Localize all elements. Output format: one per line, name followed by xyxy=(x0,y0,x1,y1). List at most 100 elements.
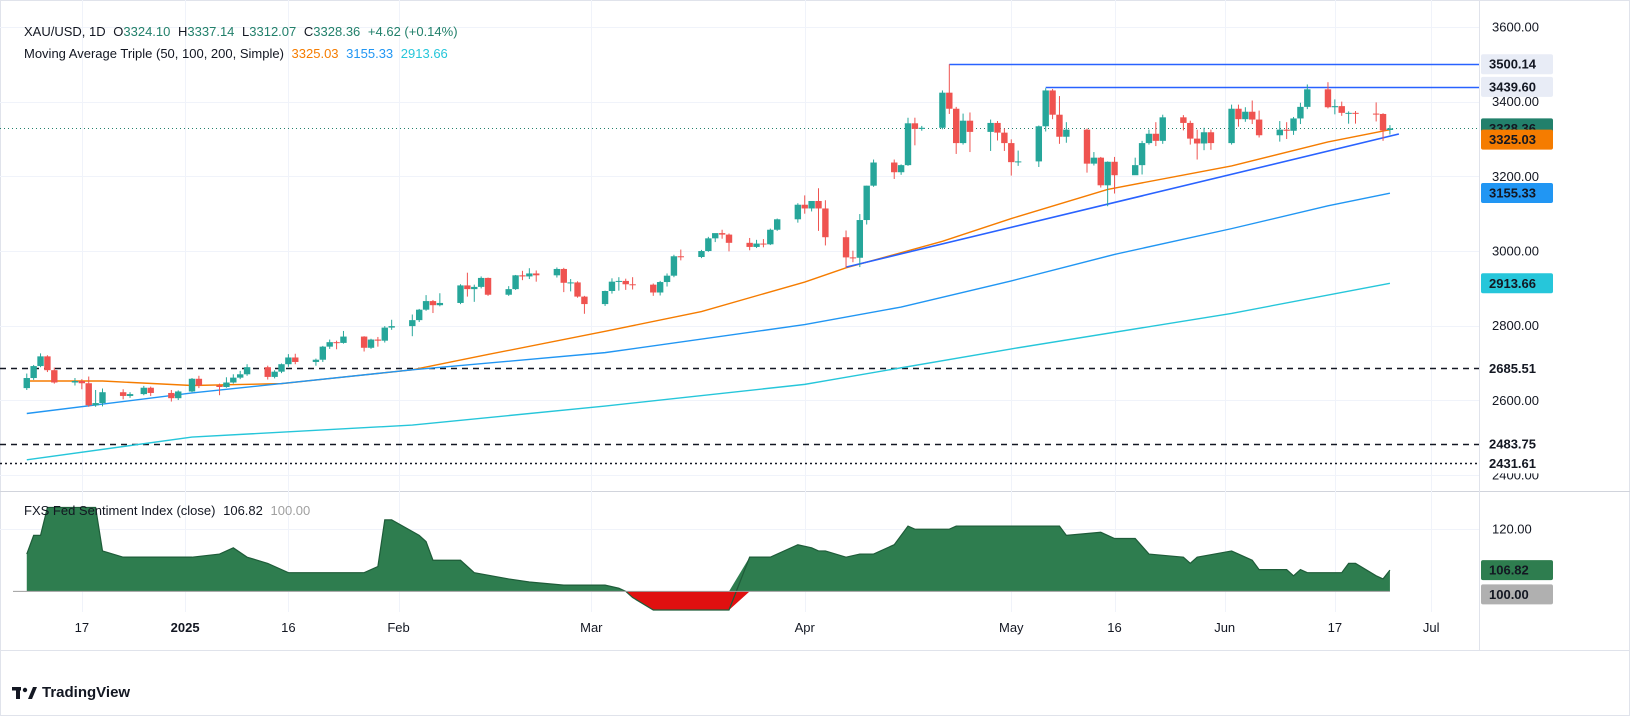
candle-body xyxy=(78,381,86,384)
candle xyxy=(319,345,327,362)
candle-body xyxy=(1001,132,1008,144)
candle-body xyxy=(760,243,767,245)
indicator-last-label: 106.82 xyxy=(1481,560,1553,581)
level-label-text: 3500.14 xyxy=(1489,57,1537,72)
sentiment-area xyxy=(13,506,1391,611)
candle xyxy=(333,340,340,350)
candle-body xyxy=(1104,161,1111,186)
price-label-ma100-text: 3155.33 xyxy=(1489,186,1536,201)
candle xyxy=(1345,111,1352,124)
candle xyxy=(30,364,37,380)
candle xyxy=(223,377,230,388)
ma200-value: 2913.66 xyxy=(400,46,448,61)
candle-body xyxy=(30,366,37,379)
candle xyxy=(1331,99,1339,115)
candle-body xyxy=(477,277,485,287)
candle xyxy=(615,277,623,291)
candle-body xyxy=(409,320,416,327)
candle xyxy=(773,218,781,231)
candle xyxy=(808,200,815,212)
candle-body xyxy=(436,302,444,306)
candle-body xyxy=(815,200,822,209)
candle-body xyxy=(842,237,850,258)
candle-body xyxy=(374,339,382,341)
level-label-text: 2483.75 xyxy=(1489,436,1536,451)
price-label-ma50-bg xyxy=(1481,129,1553,150)
candle-body xyxy=(1090,157,1098,164)
candle-body xyxy=(939,92,946,128)
candle-body xyxy=(526,273,533,277)
candle xyxy=(1187,120,1194,145)
candle xyxy=(760,239,767,248)
indicator-value: 106.82 xyxy=(223,503,263,518)
candle-body xyxy=(1352,112,1359,114)
candle xyxy=(705,236,712,252)
candle-body xyxy=(629,284,636,286)
candle-body xyxy=(340,336,347,343)
candle xyxy=(512,274,519,290)
candle xyxy=(1352,110,1359,124)
candle xyxy=(1104,161,1111,207)
candle xyxy=(1249,100,1256,125)
brand-name: TradingView xyxy=(42,684,131,701)
candle xyxy=(533,270,540,282)
candle xyxy=(175,390,182,401)
candle xyxy=(126,392,134,398)
level-label-text: 2431.61 xyxy=(1489,456,1536,471)
candle xyxy=(1008,139,1015,176)
candle-body xyxy=(168,392,175,399)
level-label: 2685.51 xyxy=(1481,358,1553,379)
candle-body xyxy=(1297,106,1304,119)
candle-body xyxy=(1345,112,1352,114)
tradingview-brand[interactable]: TradingView xyxy=(12,684,130,701)
level-label-bg xyxy=(1481,433,1553,454)
candle-body xyxy=(663,275,671,283)
candle xyxy=(1042,88,1049,132)
candle xyxy=(71,378,79,386)
sentiment-negative-fill xyxy=(26,591,1390,610)
candle-body xyxy=(822,208,829,238)
ma-title[interactable]: Moving Average Triple (50, 100, 200, Sim… xyxy=(24,46,284,61)
candle xyxy=(140,385,148,396)
candle xyxy=(367,338,375,349)
candle-body xyxy=(670,256,678,276)
candle xyxy=(670,254,678,278)
candle xyxy=(939,90,946,130)
indicator-title[interactable]: FXS Fed Sentiment Index (close) xyxy=(24,503,216,518)
price-label-ma100-bg xyxy=(1481,183,1553,204)
candle xyxy=(271,370,278,379)
candle xyxy=(650,283,657,296)
time-tick-label: 17 xyxy=(75,620,89,635)
candle xyxy=(51,367,58,384)
candle xyxy=(1297,102,1304,125)
candle-body xyxy=(292,357,299,362)
time-tick-label: 17 xyxy=(1328,620,1342,635)
candle xyxy=(519,270,526,281)
candle-body xyxy=(1290,118,1297,131)
candle-body xyxy=(1207,132,1215,144)
candle xyxy=(1193,129,1201,160)
candle xyxy=(1338,101,1345,116)
candle-body xyxy=(126,394,134,396)
level-label-bg xyxy=(1481,76,1553,97)
candle-body xyxy=(484,277,492,295)
price-label-ma200: 2913.66 xyxy=(1481,273,1553,294)
candle-body xyxy=(1083,129,1091,164)
candle-body xyxy=(1049,90,1056,115)
candle-body xyxy=(773,219,781,230)
candle xyxy=(946,64,953,114)
candle-body xyxy=(1097,157,1104,186)
candle-body xyxy=(195,378,203,386)
candle xyxy=(663,273,671,287)
candle xyxy=(1324,82,1332,109)
candle-body xyxy=(897,165,905,173)
candle xyxy=(849,250,857,263)
candle xyxy=(92,389,99,407)
price-tick-label: 2600.00 xyxy=(1492,393,1539,408)
level-label: 2483.75 xyxy=(1481,433,1553,454)
candle xyxy=(1014,150,1022,166)
symbol-name[interactable]: XAU/USD, 1D xyxy=(24,24,106,39)
candle xyxy=(794,203,802,223)
